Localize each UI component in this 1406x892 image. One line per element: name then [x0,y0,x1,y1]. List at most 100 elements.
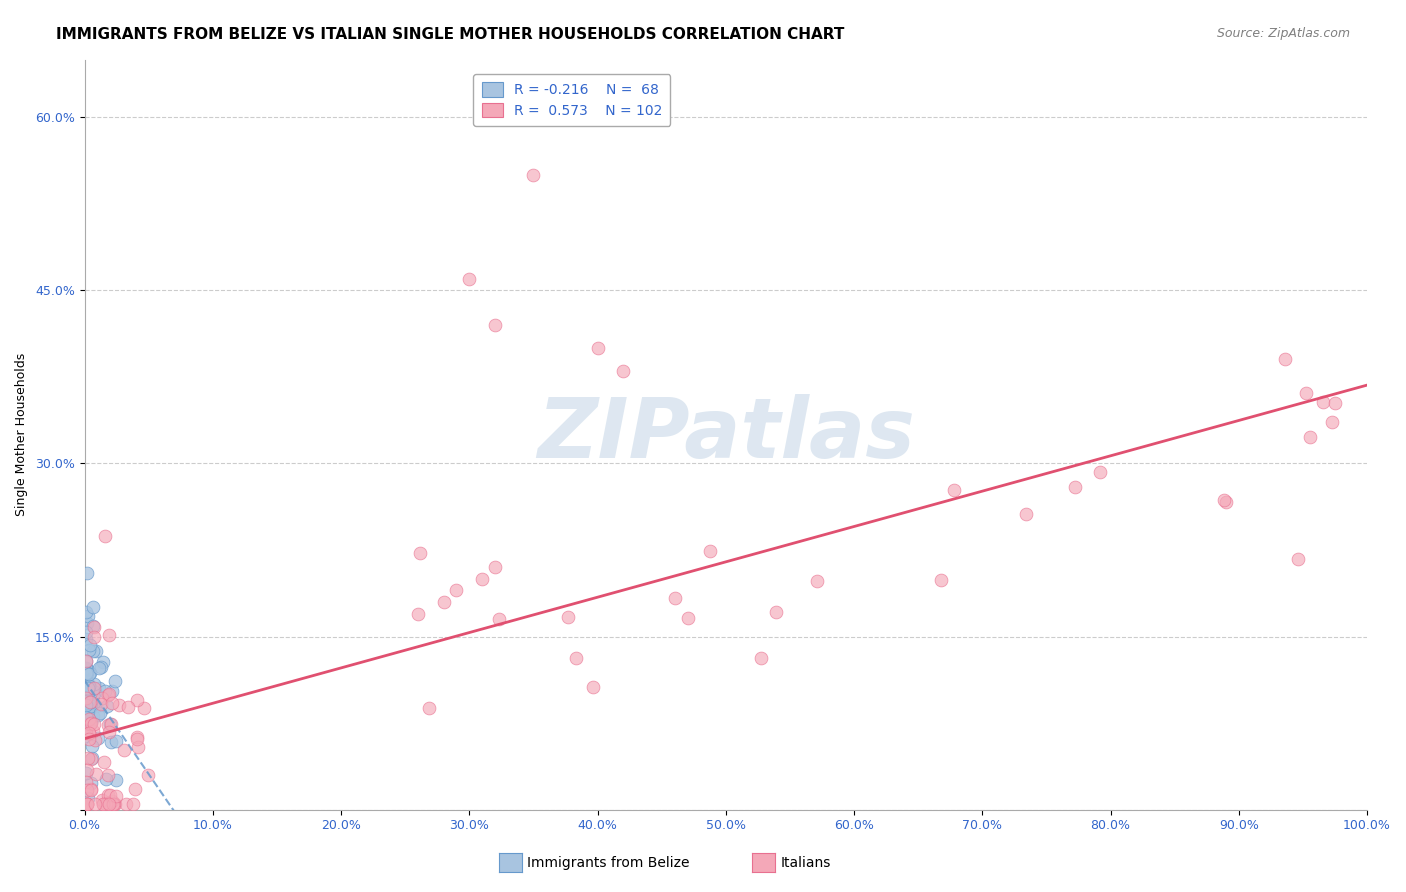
Point [103,797,125,811]
Y-axis label: Single Mother Households: Single Mother Households [15,353,28,516]
Point [97,724,120,739]
Point [94,684,117,698]
Point [75,681,97,696]
Point [75,775,97,789]
Point [75,624,97,639]
Point [557,609,579,624]
Point [79,679,101,693]
Point [75,661,97,675]
Point [97,718,120,732]
Point [80,750,103,764]
Point [100,684,122,698]
Point [103,797,125,811]
Point [136,768,159,782]
Point [83,620,105,634]
Point [76,608,98,623]
Point [82,599,104,614]
Point [94,797,117,811]
Point [488,612,510,626]
Point [80,781,103,796]
Point [89,706,111,720]
Point [98,687,121,701]
Point [765,605,787,619]
Point [582,681,605,695]
Point [97,768,120,782]
Point [104,797,127,811]
Point [105,789,128,803]
Point [100,697,122,711]
Point [87,708,110,723]
Point [446,583,468,598]
Point [84,767,107,781]
Point [75,665,97,680]
Point [75,654,97,668]
Point [82,619,104,633]
Point [75,692,97,706]
Point [82,697,104,711]
Point [91,691,114,706]
Point [1299,430,1322,444]
Point [97,788,120,802]
Point [75,654,97,668]
Point [125,731,148,745]
Point [87,731,110,745]
Point [75,690,97,705]
Point [105,773,128,788]
Point [79,725,101,739]
Point [91,793,114,807]
Point [76,797,98,811]
Point [98,788,121,802]
Point [76,615,98,630]
Point [699,544,721,558]
Point [80,696,103,710]
Point [77,681,100,696]
Point [79,699,101,714]
Point [75,726,97,740]
Point [1320,415,1343,429]
Point [98,797,121,811]
Point [564,650,586,665]
Point [127,739,149,754]
Point [471,572,494,586]
Point [458,272,481,286]
Point [75,710,97,724]
Point [1274,351,1296,366]
Point [97,688,120,702]
Point [75,696,97,710]
Point [75,605,97,619]
Point [75,662,97,676]
Point [76,783,98,797]
Point [77,726,100,740]
Point [806,574,828,589]
Point [97,796,120,810]
Point [664,591,686,605]
Point [1063,480,1085,494]
Point [94,529,117,543]
Point [117,700,139,714]
Point [77,712,100,726]
Point [79,638,101,652]
Point [1212,493,1234,508]
Point [1215,494,1237,508]
Point [104,674,127,689]
Point [76,681,98,696]
Point [79,665,101,680]
Point [91,655,114,669]
Point [77,667,100,681]
Point [1312,395,1334,409]
Point [90,697,112,711]
Point [80,714,103,729]
Point [1295,386,1317,401]
Point [433,595,456,609]
Point [484,318,506,332]
Point [1088,465,1111,479]
Point [76,797,98,811]
Point [942,483,965,497]
Point [406,607,429,621]
Point [76,665,98,680]
Point [678,611,700,625]
Point [75,766,97,780]
Point [80,715,103,730]
Point [98,717,121,731]
Point [77,732,100,747]
